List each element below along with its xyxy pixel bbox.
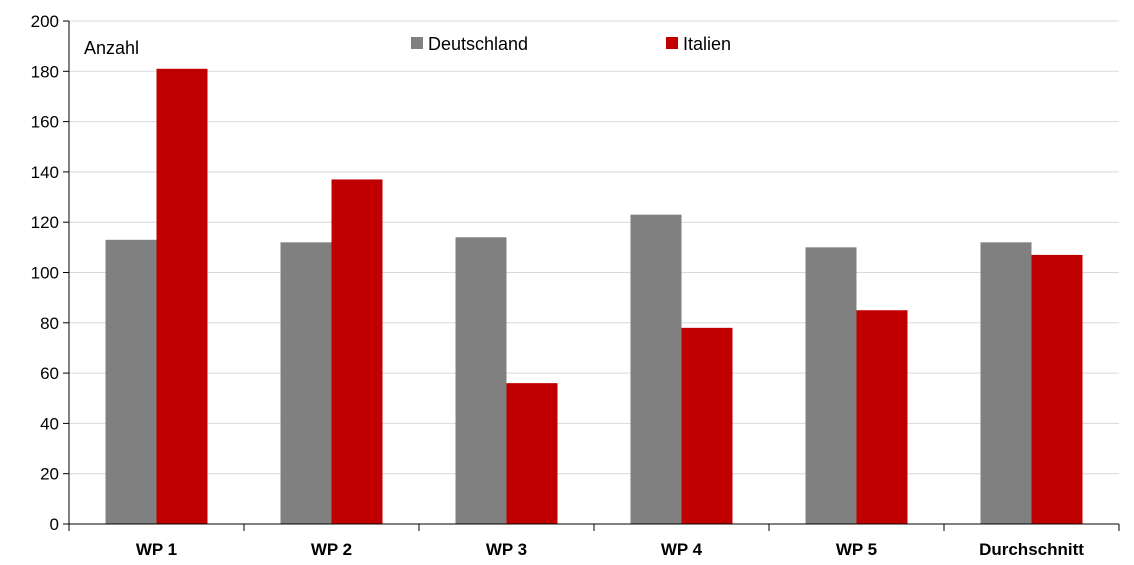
y-tick-label: 120: [31, 213, 59, 232]
x-category-labels: WP 1 WP 2 WP 3 WP 4 WP 5 Durchschnitt: [136, 540, 1084, 559]
bar-deutschland-wp-5: [805, 247, 857, 524]
x-category-label: WP 5: [836, 540, 877, 559]
y-tick-label: 80: [40, 314, 59, 333]
y-tick-labels: 0 20 40 60 80 100 120 140 160 180 200: [31, 12, 59, 534]
y-tick-label: 100: [31, 264, 59, 283]
bar-deutschland-wp-4: [630, 214, 682, 524]
legend-label-italien: Italien: [683, 34, 731, 54]
bars: [105, 68, 1083, 525]
y-tick-label: 40: [40, 414, 59, 433]
y-tick-label: 20: [40, 465, 59, 484]
y-tick-label: 200: [31, 12, 59, 31]
y-tick-label: 160: [31, 113, 59, 132]
x-category-label: WP 4: [661, 540, 703, 559]
legend-swatch-deutschland: [411, 37, 423, 49]
gridlines: [69, 20, 1119, 475]
bar-italien-wp-2: [331, 179, 383, 524]
bar-italien-wp-4: [681, 327, 733, 524]
x-category-label: WP 1: [136, 540, 177, 559]
bar-deutschland-wp-2: [280, 242, 332, 524]
bar-italien-wp-1: [156, 68, 208, 524]
bar-italien-wp-5: [856, 310, 908, 524]
y-tick-label: 140: [31, 163, 59, 182]
bar-deutschland-wp-3: [455, 237, 507, 525]
x-category-label: Durchschnitt: [979, 540, 1084, 559]
bar-italien-durchschnitt: [1031, 254, 1083, 524]
bar-italien-wp-3: [506, 383, 558, 524]
bar-deutschland-durchschnitt: [980, 242, 1032, 524]
y-tick-label: 60: [40, 364, 59, 383]
x-category-label: WP 3: [486, 540, 527, 559]
legend-swatch-italien: [666, 37, 678, 49]
legend: Deutschland Italien: [411, 34, 731, 54]
y-tick-label: 180: [31, 62, 59, 81]
legend-label-deutschland: Deutschland: [428, 34, 528, 54]
bar-deutschland-wp-1: [105, 239, 157, 524]
y-unit-label: Anzahl: [84, 38, 139, 58]
y-tick-label: 0: [50, 515, 59, 534]
axes: [63, 20, 1120, 531]
x-category-label: WP 2: [311, 540, 352, 559]
